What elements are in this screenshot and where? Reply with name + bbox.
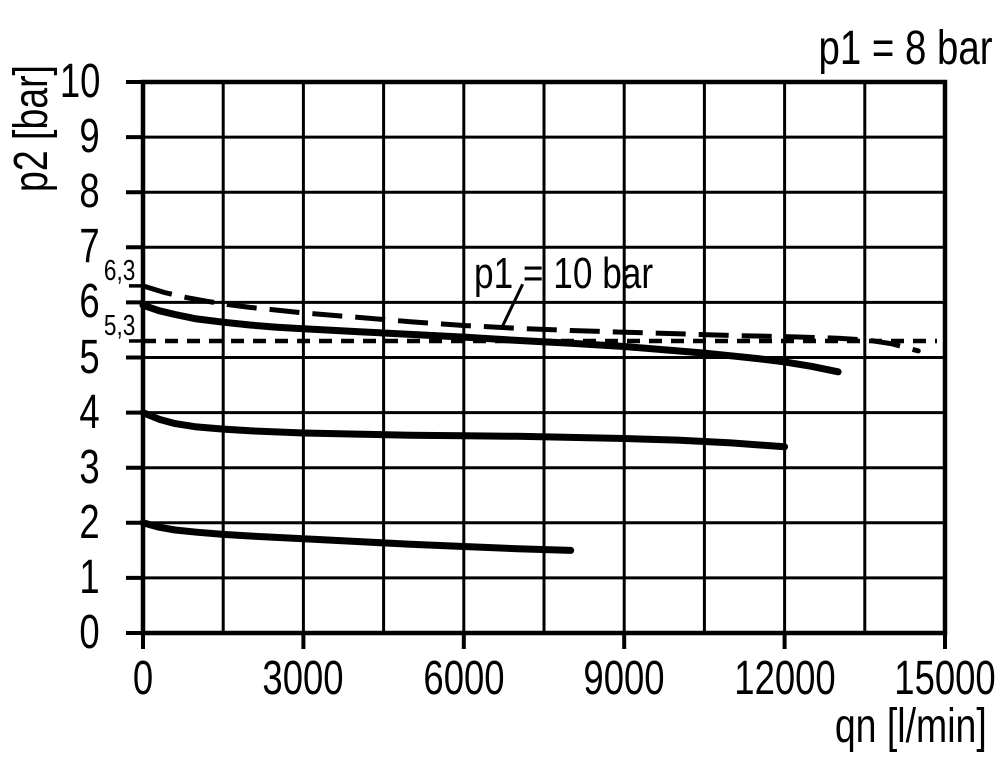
y-tick-label-9: 9 [79, 110, 100, 164]
curve-p1-8bar-set-4bar [139, 409, 789, 451]
chart-title-p1-8bar: p1 = 8 bar [818, 22, 992, 75]
y-tick-label-8: 8 [79, 165, 100, 219]
x-tick-label-0: 0 [132, 652, 154, 705]
y-tick-label-0: 0 [79, 606, 100, 659]
x-tick-label-3000: 3000 [262, 652, 344, 705]
annotation-leader-line [501, 283, 524, 327]
curve-p1-8bar-set-2bar [139, 519, 575, 554]
x-tick-label-12000: 12000 [733, 652, 836, 705]
annotation-p1-10bar: p1 = 10 bar [474, 249, 654, 298]
curve-p1-8bar-set-6bar [139, 301, 842, 376]
y-tick-label-1: 1 [79, 550, 100, 604]
y-tick-label-2: 2 [79, 495, 100, 549]
y-tick-label-6: 6 [79, 275, 100, 329]
curve-p1-10bar [142, 283, 919, 354]
y-tick-label-4: 4 [79, 385, 100, 439]
y-extra-tick-label-6,3: 6,3 [103, 254, 135, 287]
x-axis-title: qn [l/min] [835, 700, 987, 753]
y-axis-title: p2 [bar] [5, 65, 58, 192]
x-tick-label-6000: 6000 [423, 652, 505, 705]
y-tick-label-10: 10 [59, 55, 100, 108]
y-tick-label-3: 3 [79, 440, 100, 494]
y-tick-label-5: 5 [79, 330, 100, 384]
y-tick-label-7: 7 [79, 220, 100, 274]
y-extra-tick-label-5,3: 5,3 [103, 309, 135, 342]
curve-p1-10bar-end-dot [915, 348, 921, 354]
x-tick-label-9000: 9000 [583, 652, 665, 705]
x-tick-label-15000: 15000 [894, 652, 996, 705]
